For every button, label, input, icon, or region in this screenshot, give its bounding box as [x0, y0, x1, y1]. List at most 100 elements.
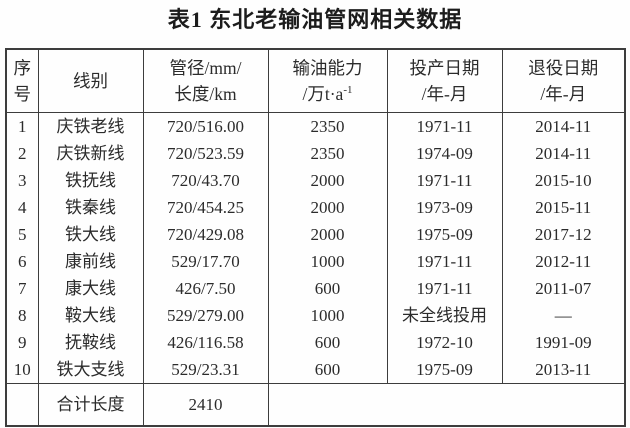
- cell-diameter-length: 720/429.08: [142, 221, 269, 248]
- cell-diameter-length: 720/454.25: [142, 194, 269, 221]
- table-row: 6 康前线 529/17.70 1000 1971-11 2012-11: [5, 248, 626, 275]
- table-row: 7 康大线 426/7.50 600 1971-11 2011-07: [5, 275, 626, 302]
- col-header-retire-date: 退役日期 /年-月: [501, 48, 626, 113]
- cell-line-name: 康大线: [37, 275, 144, 302]
- cell-retire-date: 2014-11: [501, 140, 626, 167]
- totals-row: 合计长度 2410: [5, 383, 626, 426]
- cell-no: 7: [5, 275, 39, 302]
- cell-line-name: 抚鞍线: [37, 329, 144, 356]
- header-start-line2: /年-月: [421, 84, 468, 104]
- header-capacity-line2: /万t·a-1: [269, 81, 387, 107]
- cell-retire-date: 2011-07: [501, 275, 626, 302]
- cell-line-name: 庆铁老线: [37, 112, 144, 140]
- cell-start-date: 1972-10: [386, 329, 503, 356]
- cell-capacity: 600: [267, 329, 388, 356]
- pipeline-data-table: 序 号 线别 管径/mm/ 长度/km 输油能力 /万t·a-1 投产日期 /年…: [5, 48, 626, 427]
- cell-no: 2: [5, 140, 39, 167]
- cell-no: 3: [5, 167, 39, 194]
- cell-start-date: 1971-11: [386, 167, 503, 194]
- table-row: 9 抚鞍线 426/116.58 600 1972-10 1991-09: [5, 329, 626, 356]
- col-header-no: 序 号: [5, 48, 39, 113]
- col-header-capacity: 输油能力 /万t·a-1: [267, 48, 388, 113]
- cell-retire-date: 2014-11: [501, 112, 626, 140]
- cell-capacity: 2000: [267, 194, 388, 221]
- cell-no: 10: [5, 356, 39, 384]
- cell-retire-date: 2015-10: [501, 167, 626, 194]
- table-body: 1 庆铁老线 720/516.00 2350 1971-11 2014-11 2…: [5, 112, 626, 384]
- header-retire-line1: 退役日期: [528, 58, 599, 78]
- cell-diameter-length: 426/116.58: [142, 329, 269, 356]
- cell-line-name: 鞍大线: [37, 302, 144, 329]
- cell-retire-date: 2017-12: [501, 221, 626, 248]
- cell-no: 9: [5, 329, 39, 356]
- totals-value-cell: 2410: [142, 383, 269, 426]
- col-header-start-date: 投产日期 /年-月: [386, 48, 503, 113]
- cell-no: 1: [5, 112, 39, 140]
- col-header-line: 线别: [37, 48, 144, 113]
- cell-line-name: 铁大线: [37, 221, 144, 248]
- cell-diameter-length: 720/523.59: [142, 140, 269, 167]
- cell-capacity: 1000: [267, 248, 388, 275]
- table-footer: 合计长度 2410: [5, 383, 626, 426]
- cell-capacity: 2350: [267, 140, 388, 167]
- cell-start-date: 1971-11: [386, 275, 503, 302]
- cell-capacity: 2350: [267, 112, 388, 140]
- col-header-size: 管径/mm/ 长度/km: [142, 48, 269, 113]
- cell-line-name: 庆铁新线: [37, 140, 144, 167]
- cell-retire-date: 2015-11: [501, 194, 626, 221]
- cell-retire-date: 2013-11: [501, 356, 626, 384]
- cell-line-name: 铁抚线: [37, 167, 144, 194]
- totals-merged-empty-cell: [267, 383, 626, 426]
- cell-diameter-length: 720/516.00: [142, 112, 269, 140]
- cell-no: 8: [5, 302, 39, 329]
- table-row: 2 庆铁新线 720/523.59 2350 1974-09 2014-11: [5, 140, 626, 167]
- header-no-line1: 序: [13, 58, 32, 78]
- totals-empty-no-cell: [5, 383, 39, 426]
- cell-start-date: 1975-09: [386, 221, 503, 248]
- cell-diameter-length: 720/43.70: [142, 167, 269, 194]
- cell-line-name: 康前线: [37, 248, 144, 275]
- header-capacity-line1: 输油能力: [292, 58, 363, 78]
- cell-start-date: 1975-09: [386, 356, 503, 384]
- cell-no: 5: [5, 221, 39, 248]
- table-row: 4 铁秦线 720/454.25 2000 1973-09 2015-11: [5, 194, 626, 221]
- table-row: 8 鞍大线 529/279.00 1000 未全线投用 —: [5, 302, 626, 329]
- cell-no: 4: [5, 194, 39, 221]
- header-line-name: 线别: [73, 71, 108, 91]
- table-row: 5 铁大线 720/429.08 2000 1975-09 2017-12: [5, 221, 626, 248]
- table-row: 3 铁抚线 720/43.70 2000 1971-11 2015-10: [5, 167, 626, 194]
- table-caption: 表1 东北老输油管网相关数据: [167, 7, 463, 32]
- header-no-line2: 号: [13, 84, 32, 104]
- table-header: 序 号 线别 管径/mm/ 长度/km 输油能力 /万t·a-1 投产日期 /年…: [5, 48, 626, 113]
- cell-diameter-length: 529/17.70: [142, 248, 269, 275]
- cell-line-name: 铁大支线: [37, 356, 144, 384]
- header-start-line1: 投产日期: [409, 58, 480, 78]
- cell-capacity: 600: [267, 275, 388, 302]
- header-size-line2: 长度/km: [174, 84, 237, 104]
- header-size-line1: 管径/mm/: [169, 58, 242, 78]
- cell-capacity: 2000: [267, 221, 388, 248]
- cell-line-name: 铁秦线: [37, 194, 144, 221]
- cell-no: 6: [5, 248, 39, 275]
- cell-start-date: 1973-09: [386, 194, 503, 221]
- table-row: 1 庆铁老线 720/516.00 2350 1971-11 2014-11: [5, 112, 626, 140]
- header-capacity-exponent: -1: [343, 84, 353, 97]
- header-capacity-unit: /万t·a: [302, 84, 344, 104]
- table-row: 10 铁大支线 529/23.31 600 1975-09 2013-11: [5, 356, 626, 384]
- cell-diameter-length: 529/23.31: [142, 356, 269, 384]
- cell-start-date: 未全线投用: [386, 302, 503, 329]
- totals-label-cell: 合计长度: [37, 383, 144, 426]
- cell-capacity: 2000: [267, 167, 388, 194]
- header-retire-line2: /年-月: [540, 84, 587, 104]
- cell-start-date: 1971-11: [386, 248, 503, 275]
- cell-diameter-length: 529/279.00: [142, 302, 269, 329]
- cell-retire-date: 2012-11: [501, 248, 626, 275]
- cell-capacity: 1000: [267, 302, 388, 329]
- cell-diameter-length: 426/7.50: [142, 275, 269, 302]
- cell-retire-date: —: [501, 302, 626, 329]
- cell-retire-date: 1991-09: [501, 329, 626, 356]
- header-row: 序 号 线别 管径/mm/ 长度/km 输油能力 /万t·a-1 投产日期 /年…: [5, 48, 626, 113]
- cell-start-date: 1971-11: [386, 112, 503, 140]
- cell-start-date: 1974-09: [386, 140, 503, 167]
